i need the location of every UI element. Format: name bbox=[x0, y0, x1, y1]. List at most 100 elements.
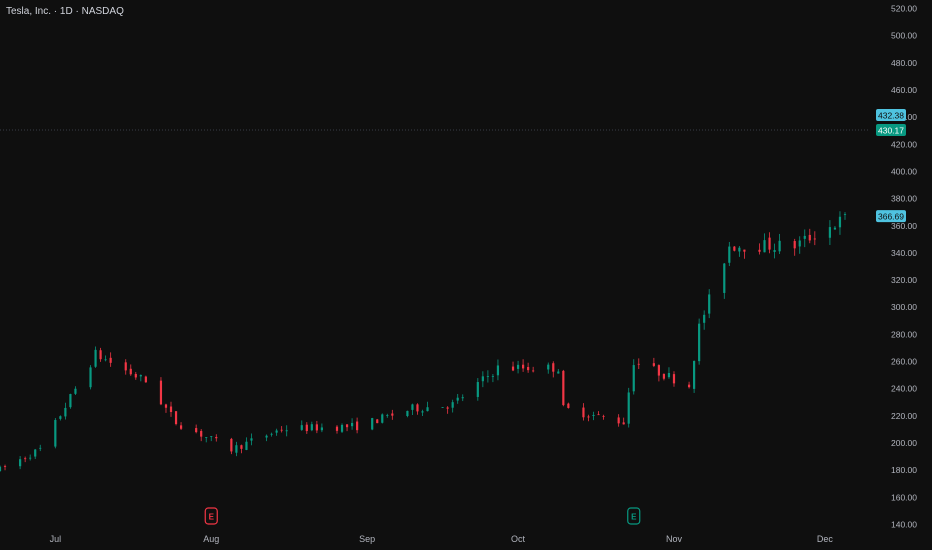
candle-body[interactable] bbox=[743, 249, 746, 252]
candle-body[interactable] bbox=[627, 392, 630, 424]
level-1-tag[interactable] bbox=[876, 108, 906, 121]
candle-body[interactable] bbox=[381, 414, 384, 423]
earnings-event-icon[interactable] bbox=[204, 507, 218, 525]
last-price-tag[interactable] bbox=[876, 123, 906, 136]
candle-body[interactable] bbox=[421, 411, 424, 413]
candle-body[interactable] bbox=[310, 424, 313, 431]
candle-body[interactable] bbox=[667, 373, 671, 378]
candle-body[interactable] bbox=[632, 365, 635, 392]
candle-body[interactable] bbox=[833, 227, 837, 230]
candle-body[interactable] bbox=[798, 240, 801, 247]
candle-body[interactable] bbox=[350, 422, 354, 427]
candle-body[interactable] bbox=[486, 376, 489, 377]
earnings-event-icon[interactable] bbox=[627, 507, 641, 525]
candle-body[interactable] bbox=[838, 216, 842, 228]
candle-body[interactable] bbox=[698, 323, 701, 362]
candle-body[interactable] bbox=[335, 426, 339, 431]
candle-body[interactable] bbox=[235, 445, 238, 453]
candle-body[interactable] bbox=[74, 388, 77, 394]
candle-body[interactable] bbox=[94, 349, 97, 367]
candle-body[interactable] bbox=[813, 238, 816, 240]
candle-body[interactable] bbox=[144, 376, 147, 383]
candle-body[interactable] bbox=[305, 424, 308, 432]
candle-body[interactable] bbox=[386, 415, 389, 416]
candle-body[interactable] bbox=[803, 235, 806, 239]
candle-body[interactable] bbox=[24, 458, 27, 460]
candle-body[interactable] bbox=[592, 414, 595, 416]
candle-body[interactable] bbox=[547, 364, 550, 370]
candle-body[interactable] bbox=[723, 263, 726, 293]
candle-body[interactable] bbox=[763, 240, 766, 253]
candle-body[interactable] bbox=[446, 407, 449, 409]
candle-body[interactable] bbox=[320, 427, 324, 431]
candle-body[interactable] bbox=[124, 362, 127, 371]
symbol-legend[interactable]: Tesla, Inc. · 1D · NASDAQ bbox=[6, 6, 124, 17]
candle-body[interactable] bbox=[19, 459, 22, 467]
candle-body[interactable] bbox=[285, 430, 288, 432]
candle-body[interactable] bbox=[104, 359, 107, 361]
candle-body[interactable] bbox=[345, 424, 349, 428]
candle-body[interactable] bbox=[527, 367, 530, 371]
candle-body[interactable] bbox=[617, 417, 620, 424]
candle-body[interactable] bbox=[602, 415, 605, 417]
candle-body[interactable] bbox=[59, 416, 62, 419]
candle-body[interactable] bbox=[728, 246, 731, 263]
candle-body[interactable] bbox=[441, 407, 444, 408]
candle-body[interactable] bbox=[270, 433, 273, 435]
candle-body[interactable] bbox=[703, 314, 706, 323]
candle-body[interactable] bbox=[733, 246, 736, 251]
candle-body[interactable] bbox=[557, 371, 560, 374]
candle-body[interactable] bbox=[496, 365, 500, 376]
candle-body[interactable] bbox=[89, 367, 92, 388]
candle-body[interactable] bbox=[693, 360, 696, 389]
candle-body[interactable] bbox=[371, 418, 374, 430]
candle-body[interactable] bbox=[511, 366, 515, 371]
candle-body[interactable] bbox=[139, 375, 142, 377]
candle-body[interactable] bbox=[793, 241, 796, 249]
candle-body[interactable] bbox=[265, 435, 268, 438]
candle-body[interactable] bbox=[169, 406, 173, 413]
candle-body[interactable] bbox=[195, 428, 198, 433]
candle-body[interactable] bbox=[300, 425, 303, 430]
level-2-tag[interactable] bbox=[876, 210, 906, 223]
candle-body[interactable] bbox=[587, 416, 590, 418]
candle-body[interactable] bbox=[230, 438, 233, 452]
candle-body[interactable] bbox=[597, 414, 600, 416]
candle-body[interactable] bbox=[29, 457, 32, 459]
candle-body[interactable] bbox=[622, 422, 625, 425]
candle-body[interactable] bbox=[662, 373, 666, 379]
candle-body[interactable] bbox=[340, 424, 344, 432]
candle-body[interactable] bbox=[39, 447, 42, 449]
candle-body[interactable] bbox=[521, 364, 525, 369]
candle-body[interactable] bbox=[411, 404, 414, 410]
candle-body[interactable] bbox=[215, 437, 218, 439]
candle-body[interactable] bbox=[406, 410, 409, 417]
candle-body[interactable] bbox=[778, 240, 781, 252]
candle-body[interactable] bbox=[637, 363, 640, 365]
candle-body[interactable] bbox=[391, 413, 394, 416]
candle-body[interactable] bbox=[315, 424, 318, 431]
candle-body[interactable] bbox=[516, 364, 520, 369]
candle-body[interactable] bbox=[773, 250, 776, 252]
candle-body[interactable] bbox=[356, 421, 359, 431]
candle-body[interactable] bbox=[109, 357, 112, 363]
candle-body[interactable] bbox=[34, 449, 37, 457]
candle-body[interactable] bbox=[159, 380, 163, 405]
candle-body[interactable] bbox=[205, 437, 208, 438]
candle-body[interactable] bbox=[64, 407, 67, 417]
candle-body[interactable] bbox=[768, 237, 771, 250]
candle-body[interactable] bbox=[456, 397, 459, 401]
candle-body[interactable] bbox=[451, 402, 454, 408]
candle-body[interactable] bbox=[808, 234, 811, 241]
candle-body[interactable] bbox=[134, 373, 137, 378]
candle-body[interactable] bbox=[240, 445, 243, 449]
candle-body[interactable] bbox=[461, 397, 464, 399]
candle-body[interactable] bbox=[481, 376, 484, 382]
candle-body[interactable] bbox=[280, 429, 283, 431]
candle-body[interactable] bbox=[3, 466, 7, 467]
candle-body[interactable] bbox=[672, 374, 676, 384]
candle-body[interactable] bbox=[652, 363, 655, 366]
candle-body[interactable] bbox=[491, 376, 495, 377]
candle-body[interactable] bbox=[582, 407, 585, 418]
